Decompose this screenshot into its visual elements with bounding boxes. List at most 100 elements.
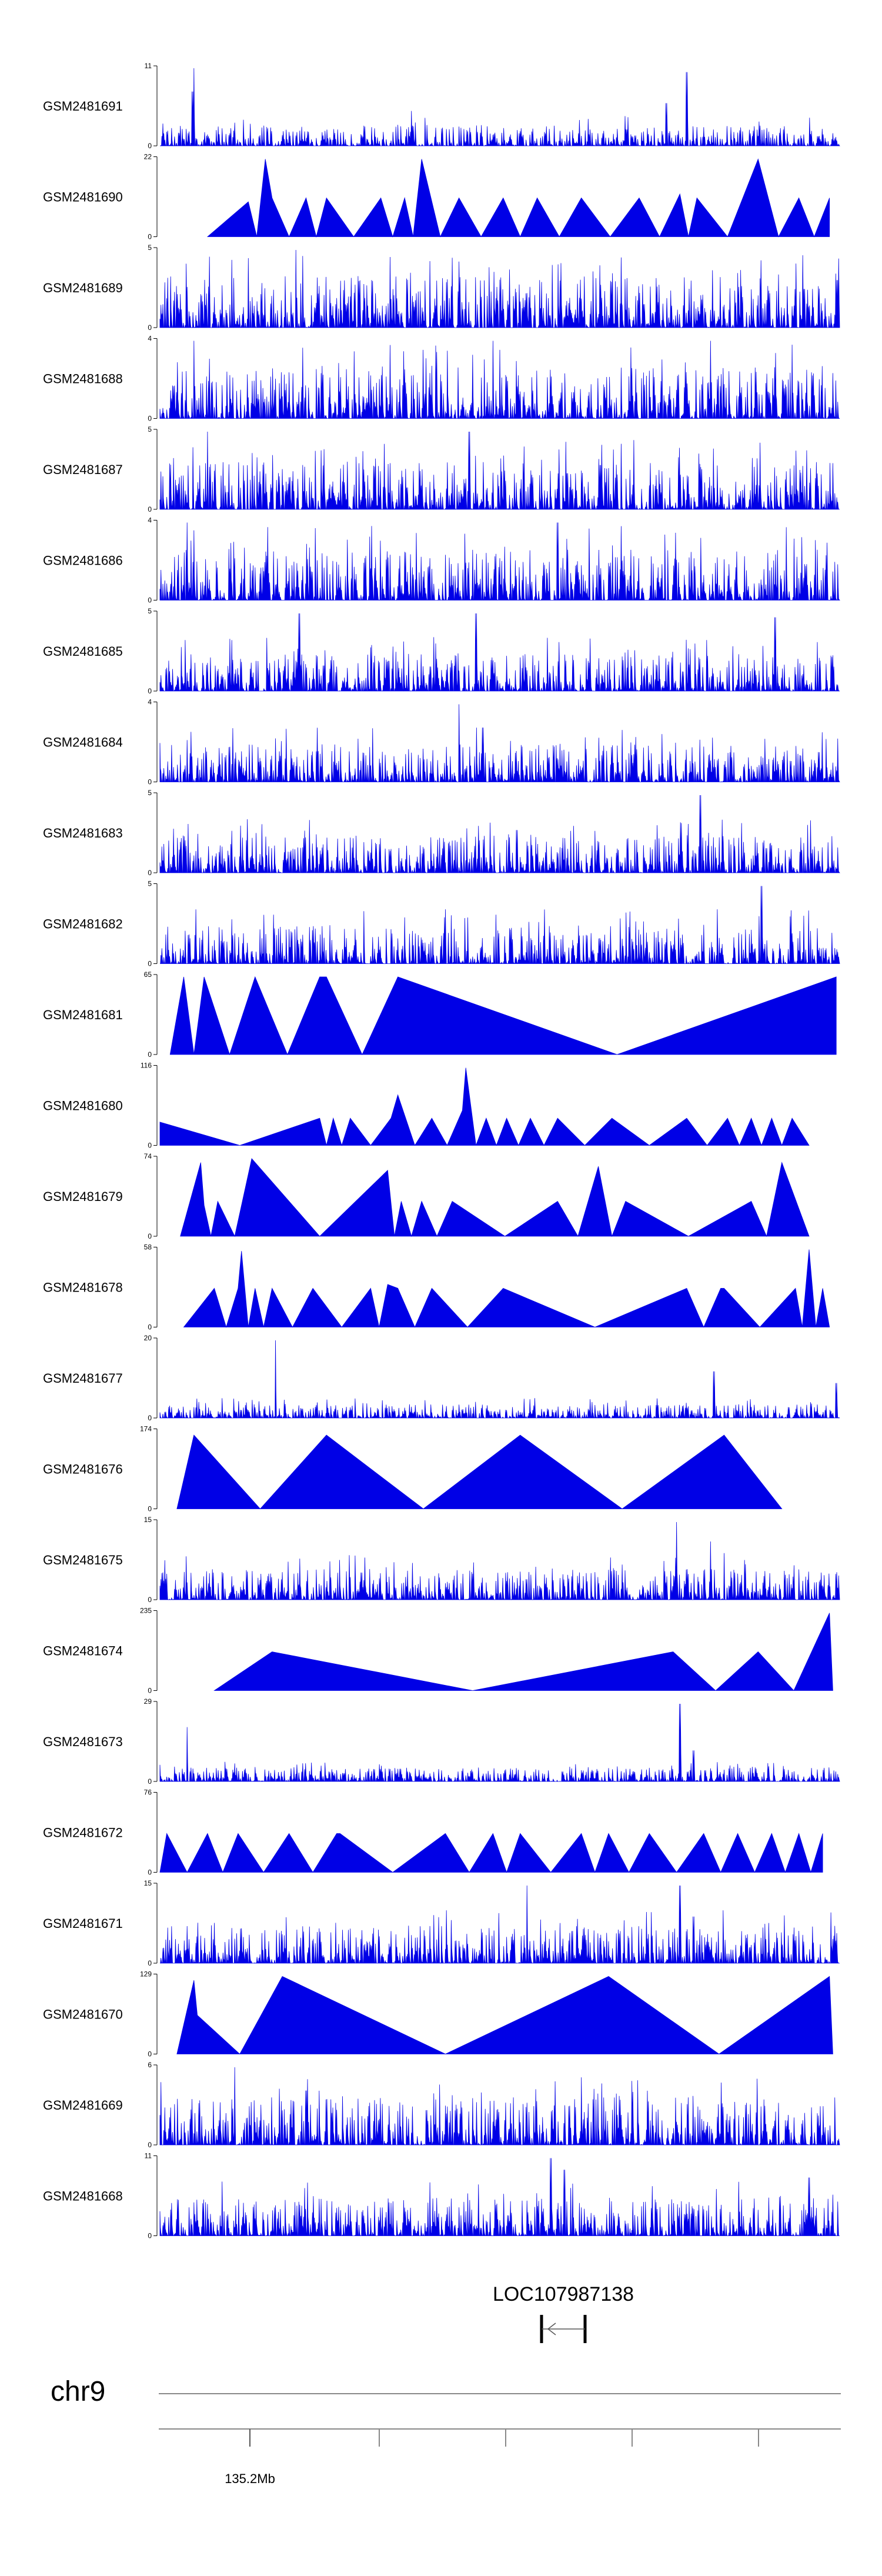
y-max-label: 15	[144, 1879, 152, 1887]
track-GSM2481678: GSM2481678 58 0	[43, 1243, 830, 1332]
track-label: GSM2481689	[43, 281, 123, 295]
track-GSM2481689: GSM2481689 5 0	[43, 243, 840, 332]
track-GSM2481690: GSM2481690 22 0	[43, 153, 830, 241]
y-max-label: 5	[148, 880, 152, 888]
track-label: GSM2481670	[43, 2007, 123, 2022]
y-max-label: 174	[140, 1425, 152, 1433]
coverage-tracks: GSM2481691110GSM2481690220GSM248168950GS…	[43, 62, 840, 2240]
y-min-label: 0	[148, 1687, 152, 1695]
coverage-area	[159, 795, 840, 873]
track-GSM2481673: GSM2481673 29 0	[43, 1697, 840, 1786]
y-min-label: 0	[148, 1050, 152, 1059]
y-max-label: 116	[141, 1062, 152, 1070]
y-min-label: 0	[148, 1596, 152, 1604]
coverage-area	[160, 1885, 840, 1964]
track-label: GSM2481672	[43, 1826, 123, 1840]
track-GSM2481682: GSM2481682 5 0	[43, 880, 840, 968]
y-min-label: 0	[148, 142, 152, 150]
y-min-label: 0	[148, 2141, 152, 2149]
y-max-label: 65	[144, 970, 152, 979]
y-min-label: 0	[148, 1777, 152, 1786]
axis-tick-label: 135.2Mb	[225, 2471, 275, 2486]
coverage-area	[159, 1340, 840, 1419]
y-max-label: 129	[140, 1970, 152, 1978]
coverage-area	[159, 431, 840, 510]
track-GSM2481684: GSM2481684 4 0	[43, 698, 840, 786]
track-label: GSM2481685	[43, 644, 123, 659]
y-max-label: 29	[144, 1697, 152, 1706]
y-max-label: 5	[148, 243, 152, 252]
track-GSM2481680: GSM2481680 116 0	[43, 1062, 810, 1150]
y-min-label: 0	[148, 415, 152, 423]
coverage-area	[159, 341, 840, 419]
gene-annotation: LOC107987138	[493, 2283, 634, 2343]
coverage-area	[176, 1434, 783, 1510]
track-label: GSM2481674	[43, 1644, 123, 1659]
y-max-label: 11	[145, 62, 152, 70]
y-max-label: 5	[148, 607, 152, 615]
track-label: GSM2481669	[43, 2098, 123, 2113]
track-GSM2481669: GSM2481669 6 0	[43, 2061, 840, 2149]
coverage-area	[159, 704, 840, 783]
track-label: GSM2481688	[43, 372, 123, 386]
coverage-area	[213, 1613, 833, 1691]
y-max-label: 15	[144, 1516, 152, 1524]
coverage-area	[159, 1521, 840, 1600]
y-max-label: 22	[144, 153, 152, 161]
track-label: GSM2481675	[43, 1553, 123, 1567]
track-label: GSM2481687	[43, 462, 123, 477]
track-GSM2481674: GSM2481674 235 0	[43, 1607, 833, 1695]
y-max-label: 76	[144, 1788, 152, 1797]
track-GSM2481679: GSM2481679 74 0	[43, 1152, 810, 1240]
track-label: GSM2481676	[43, 1462, 123, 1477]
coverage-area	[183, 1249, 830, 1328]
track-label: GSM2481684	[43, 735, 123, 750]
track-GSM2481676: GSM2481676 174 0	[43, 1425, 783, 1513]
track-label: GSM2481690	[43, 190, 123, 205]
y-max-label: 11	[145, 2152, 152, 2160]
track-label: GSM2481678	[43, 1280, 123, 1295]
y-min-label: 0	[148, 2232, 152, 2240]
track-GSM2481686: GSM2481686 4 0	[43, 516, 840, 605]
track-label: GSM2481680	[43, 1099, 123, 1113]
coverage-area	[160, 68, 840, 146]
y-min-label: 0	[148, 596, 152, 605]
track-GSM2481687: GSM2481687 5 0	[43, 425, 840, 513]
track-GSM2481683: GSM2481683 5 0	[43, 789, 840, 877]
track-GSM2481668: GSM2481668 11 0	[43, 2152, 840, 2240]
track-GSM2481670: GSM2481670 129 0	[43, 1970, 833, 2058]
y-max-label: 20	[144, 1334, 152, 1342]
track-label: GSM2481691	[43, 99, 123, 114]
coverage-area	[169, 976, 837, 1056]
y-min-label: 0	[148, 1232, 152, 1240]
track-GSM2481672: GSM2481672 76 0	[43, 1788, 823, 1877]
y-min-label: 0	[148, 1868, 152, 1877]
gene-name-label: LOC107987138	[493, 2283, 634, 2305]
y-min-label: 0	[148, 1142, 152, 1150]
track-label: GSM2481671	[43, 1916, 123, 1931]
y-max-label: 4	[148, 698, 152, 706]
coverage-area	[160, 886, 840, 965]
y-min-label: 0	[148, 1505, 152, 1513]
y-max-label: 4	[148, 516, 152, 525]
chromosome-axis: chr9 135.2Mb	[51, 2376, 841, 2486]
y-min-label: 0	[148, 233, 152, 241]
track-label: GSM2481681	[43, 1007, 123, 1022]
track-GSM2481688: GSM2481688 4 0	[43, 335, 840, 423]
track-GSM2481677: GSM2481677 20 0	[43, 1334, 840, 1422]
track-GSM2481671: GSM2481671 15 0	[43, 1879, 840, 1967]
track-label: GSM2481682	[43, 917, 123, 932]
strand-arrow-icon	[547, 2323, 556, 2335]
y-max-label: 4	[148, 335, 152, 343]
coverage-area	[176, 1976, 833, 2055]
y-max-label: 235	[140, 1607, 152, 1615]
y-min-label: 0	[148, 960, 152, 968]
coverage-area	[159, 522, 840, 601]
y-min-label: 0	[148, 1414, 152, 1422]
y-max-label: 5	[148, 425, 152, 433]
coverage-area	[159, 1067, 810, 1146]
y-min-label: 0	[148, 1959, 152, 1967]
track-label: GSM2481668	[43, 2189, 123, 2204]
chromosome-label: chr9	[51, 2376, 105, 2407]
